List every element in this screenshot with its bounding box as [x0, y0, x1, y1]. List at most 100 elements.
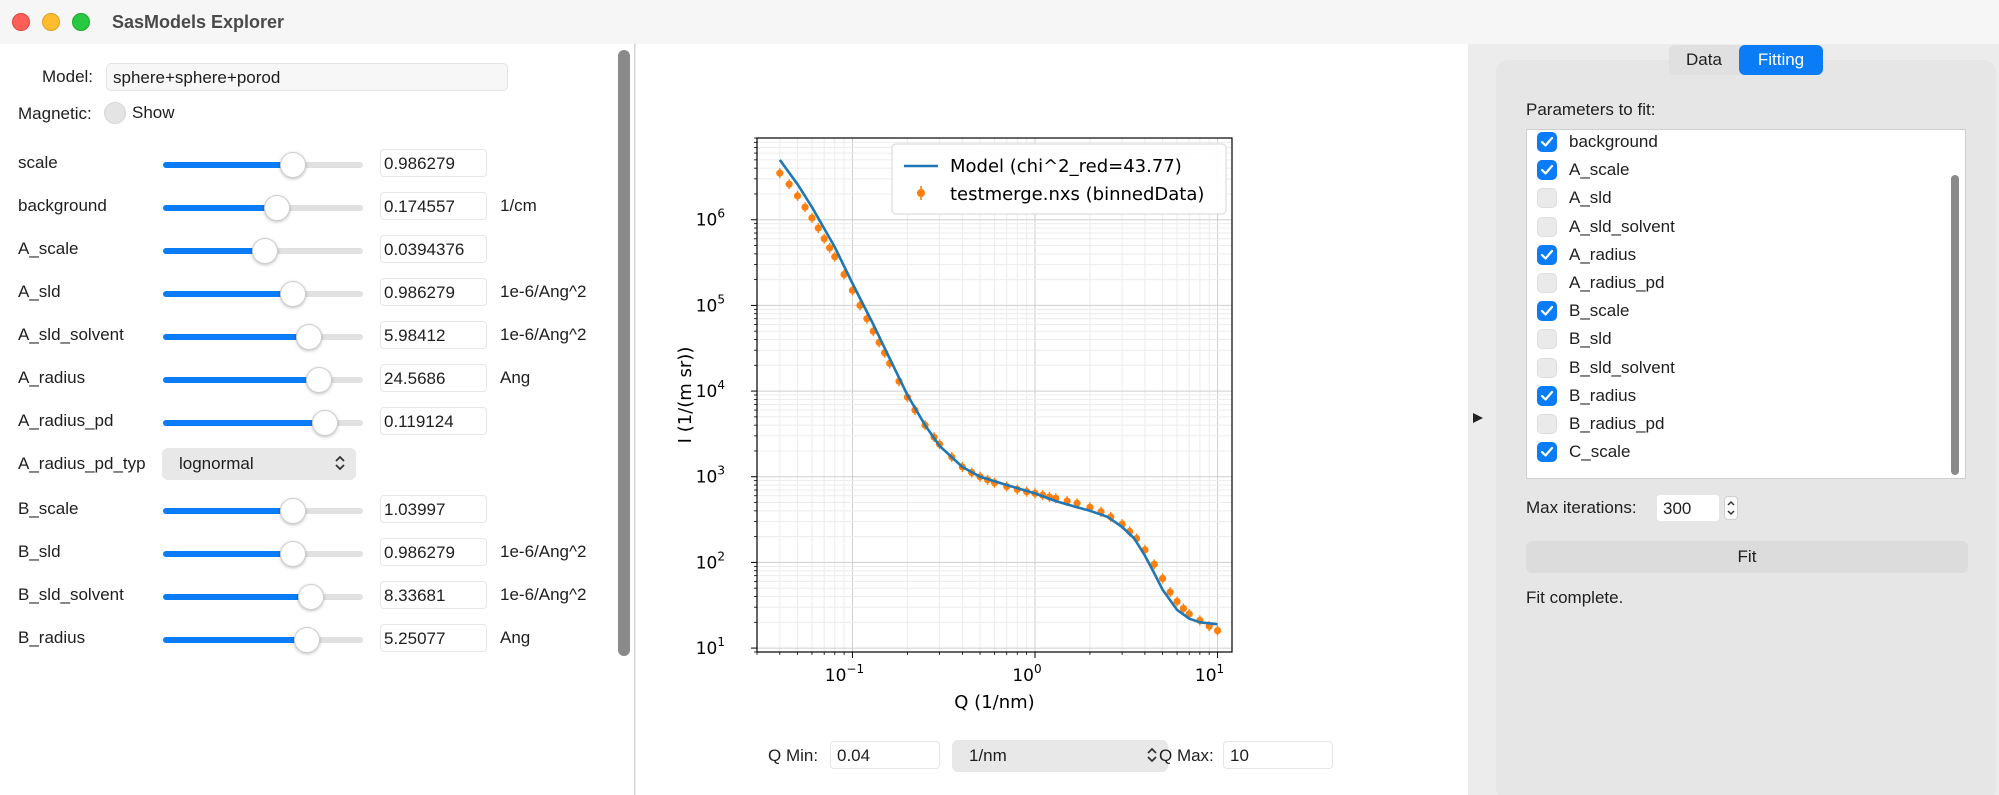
collapse-arrow-icon[interactable]	[1472, 412, 1484, 424]
param-value-input[interactable]: 0.986279	[380, 149, 487, 177]
distribution-select[interactable]: lognormal	[162, 448, 356, 480]
distribution-select-value: lognormal	[179, 454, 254, 473]
fit-param-label: background	[1569, 132, 1658, 151]
x-tick-label: 100	[1012, 662, 1041, 686]
fit-param-item[interactable]: B_radius_pd	[1537, 410, 1957, 438]
fit-param-item[interactable]: A_sld_solvent	[1537, 213, 1957, 241]
qmin-label: Q Min:	[768, 746, 819, 765]
param-slider[interactable]	[163, 324, 363, 350]
param-value-input[interactable]: 5.25077	[380, 624, 487, 652]
fit-param-item[interactable]: A_radius_pd	[1537, 269, 1957, 297]
param-slider[interactable]	[163, 152, 363, 178]
data-point	[1073, 499, 1081, 507]
param-slider-knob[interactable]	[280, 498, 306, 524]
param-slider[interactable]	[163, 584, 363, 610]
tick-exponent: 1	[1217, 662, 1225, 676]
tick-base: 10	[696, 211, 718, 231]
q-unit-select-value: 1/nm	[969, 746, 1007, 765]
fit-param-item[interactable]: background	[1537, 130, 1957, 156]
param-slider[interactable]	[163, 238, 363, 264]
fit-param-item[interactable]: A_sld	[1537, 184, 1957, 212]
qmax-input[interactable]: 10	[1223, 741, 1333, 769]
fit-param-label: B_scale	[1569, 301, 1630, 321]
fit-param-item[interactable]: C_scale	[1537, 438, 1957, 466]
max-iterations-label: Max iterations:	[1526, 498, 1637, 517]
param-unit: Ang	[500, 368, 531, 387]
checkbox-unchecked[interactable]	[1537, 188, 1557, 209]
param-slider[interactable]	[163, 541, 363, 567]
param-slider-knob[interactable]	[280, 152, 306, 178]
minimize-window-button[interactable]	[42, 13, 60, 31]
param-slider-knob[interactable]	[298, 584, 324, 610]
tick-exponent: 4	[717, 378, 725, 392]
fit-param-item[interactable]: A_radius	[1537, 241, 1957, 269]
tick-exponent: 1	[717, 635, 725, 649]
max-iterations-stepper[interactable]	[1724, 496, 1738, 520]
param-value-input[interactable]: 24.5686	[380, 364, 487, 392]
close-window-button[interactable]	[12, 13, 30, 31]
param-slider-knob[interactable]	[312, 410, 338, 436]
tick-base: 10	[696, 382, 718, 402]
panel-splitter[interactable]	[1468, 44, 1488, 795]
checkbox-unchecked[interactable]	[1537, 273, 1557, 293]
param-value-input[interactable]: 0.0394376	[380, 235, 487, 263]
tab-fitting[interactable]: Fitting	[1739, 45, 1823, 75]
param-value-input[interactable]: 1.03997	[380, 495, 487, 523]
param-slider[interactable]	[163, 498, 363, 524]
model-input[interactable]: sphere+sphere+porod	[106, 63, 508, 91]
fit-param-item[interactable]: A_scale	[1537, 156, 1957, 184]
checkbox-checked[interactable]	[1537, 385, 1557, 406]
checkbox-unchecked[interactable]	[1537, 414, 1557, 434]
fit-param-item[interactable]: B_scale	[1537, 297, 1957, 325]
parameter-panel-scrollbar[interactable]	[618, 50, 630, 656]
param-slider-knob[interactable]	[294, 627, 320, 653]
param-value-input[interactable]: 5.98412	[380, 321, 487, 349]
qmax-label: Q Max:	[1159, 746, 1214, 765]
checkbox-checked[interactable]	[1537, 244, 1557, 265]
magnetic-show-toggle[interactable]	[104, 102, 126, 124]
data-point	[820, 235, 828, 243]
param-name: A_radius_pd_typ	[18, 454, 146, 473]
checkbox-unchecked[interactable]	[1537, 329, 1557, 350]
tick-base: 10	[1195, 666, 1217, 686]
fit-param-item[interactable]: B_sld_solvent	[1537, 354, 1957, 382]
fit-param-item[interactable]: B_sld	[1537, 325, 1957, 353]
checkbox-checked[interactable]	[1537, 160, 1557, 181]
param-unit: 1e-6/Ang^2	[500, 585, 587, 604]
params-to-fit-label: Parameters to fit:	[1526, 100, 1656, 119]
param-slider-knob[interactable]	[252, 238, 278, 264]
tick-exponent: 0	[1034, 662, 1042, 676]
param-slider-knob[interactable]	[264, 195, 290, 221]
checkbox-checked[interactable]	[1537, 301, 1557, 322]
param-slider-knob[interactable]	[280, 281, 306, 307]
param-value-input[interactable]: 8.33681	[380, 581, 487, 609]
param-slider[interactable]	[163, 627, 363, 653]
qmin-input[interactable]: 0.04	[830, 741, 940, 769]
checkbox-unchecked[interactable]	[1537, 357, 1557, 378]
fit-list-scrollbar[interactable]	[1951, 175, 1959, 475]
param-value-input[interactable]: 0.986279	[380, 538, 487, 566]
param-slider[interactable]	[163, 195, 363, 221]
data-point	[1213, 626, 1222, 635]
param-slider[interactable]	[163, 410, 363, 436]
param-slider-knob[interactable]	[306, 367, 332, 393]
checkbox-checked[interactable]	[1537, 442, 1557, 463]
param-slider[interactable]	[163, 281, 363, 307]
tab-data[interactable]: Data	[1686, 50, 1722, 69]
param-value-input[interactable]: 0.986279	[380, 278, 487, 306]
param-slider-knob[interactable]	[296, 324, 322, 350]
q-unit-select[interactable]: 1/nm	[952, 740, 1168, 772]
checkbox-unchecked[interactable]	[1537, 216, 1557, 237]
max-iterations-input[interactable]: 300	[1656, 494, 1720, 522]
param-slider[interactable]	[163, 367, 363, 393]
checkbox-checked[interactable]	[1537, 132, 1557, 152]
zoom-window-button[interactable]	[72, 13, 90, 31]
legend-model-label: Model (chi^2_red=43.77)	[950, 156, 1182, 177]
param-slider-knob[interactable]	[280, 541, 306, 567]
param-slider-fill	[163, 551, 293, 557]
param-value-input[interactable]: 0.119124	[380, 407, 487, 435]
param-value-input[interactable]: 0.174557	[380, 192, 487, 220]
fit-button[interactable]: Fit	[1526, 541, 1968, 573]
fit-param-item[interactable]: B_radius	[1537, 382, 1957, 410]
